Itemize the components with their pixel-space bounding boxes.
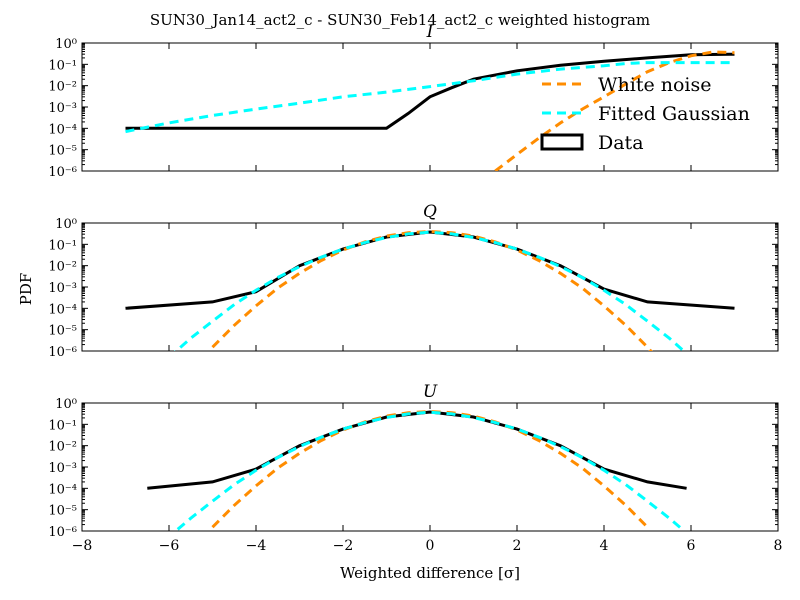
y-tick-label: 10⁻⁵ xyxy=(48,144,77,159)
y-tick-label: 10⁻⁶ xyxy=(48,525,77,540)
legend-item-fitted-gaussian: Fitted Gaussian xyxy=(542,103,750,125)
figure-title: SUN30_Jan14_act2_c - SUN30_Feb14_act2_c … xyxy=(150,11,650,29)
y-tick-label: 10⁻⁵ xyxy=(48,324,77,339)
y-tick-label: 10⁻⁴ xyxy=(48,482,77,497)
series-fitted-gaussian xyxy=(176,410,684,531)
legend-label: Fitted Gaussian xyxy=(598,103,750,125)
subplot-title: U xyxy=(423,382,438,402)
series-data xyxy=(125,230,735,310)
y-tick-label: 10⁻⁶ xyxy=(48,165,77,180)
legend: White noise Fitted Gaussian Data xyxy=(540,74,750,154)
x-axis-label: Weighted difference [σ] xyxy=(340,564,520,582)
y-tick-label: 10⁻² xyxy=(48,260,77,275)
y-tick-label: 10⁰ xyxy=(55,397,77,412)
subplot-q: Q 10⁻⁶ 10⁻⁵ 10⁻⁴ 10⁻³ 10⁻² 10⁻¹ 10⁰ xyxy=(48,202,779,360)
legend-item-data: Data xyxy=(540,132,644,154)
legend-label: White noise xyxy=(598,74,712,96)
plot-frame xyxy=(81,402,779,532)
x-tick-label: 2 xyxy=(513,538,522,554)
series-data xyxy=(147,410,687,490)
legend-label: Data xyxy=(598,132,644,154)
series-fitted-gaussian xyxy=(173,230,687,351)
x-tick-label: 6 xyxy=(687,538,696,554)
y-tick-label: 10⁻³ xyxy=(48,281,77,296)
series-data xyxy=(125,52,735,130)
legend-swatch xyxy=(540,133,584,151)
plot-frame xyxy=(81,222,779,352)
x-tick-label: 8 xyxy=(774,538,783,554)
legend-item-white-noise: White noise xyxy=(542,74,712,96)
x-tick-label: 4 xyxy=(600,538,609,554)
y-tick-label: 10⁰ xyxy=(55,37,77,52)
y-tick-label: 10⁻³ xyxy=(48,101,77,116)
y-tick-label: 10⁻⁴ xyxy=(48,302,77,317)
y-tick-label: 10⁻⁴ xyxy=(48,122,77,137)
subplots: I 10⁻⁶ 10⁻⁵ 10⁻⁴ 10⁻³ 10⁻² 10⁻¹ 10⁰ Q 10⁻⁶ 10⁻⁵ 10⁻… xyxy=(48,22,782,554)
y-tick-label: 10⁰ xyxy=(55,217,77,232)
y-tick-label: 10⁻¹ xyxy=(48,58,77,73)
y-axis-label: PDF xyxy=(17,273,35,306)
y-tick-label: 10⁻³ xyxy=(48,461,77,476)
series-fitted-gaussian xyxy=(125,61,735,134)
subplot-i: I 10⁻⁶ 10⁻⁵ 10⁻⁴ 10⁻³ 10⁻² 10⁻¹ 10⁰ xyxy=(48,22,779,180)
y-tick-label: 10⁻⁵ xyxy=(48,504,77,519)
series-white-noise xyxy=(211,409,649,529)
x-tick-label: −4 xyxy=(246,538,267,554)
x-tick-label: −2 xyxy=(333,538,354,554)
y-tick-label: 10⁻² xyxy=(48,80,77,95)
subplot-title: I xyxy=(426,22,434,42)
y-tick-label: 10⁻² xyxy=(48,440,77,455)
subplot-title: Q xyxy=(423,202,437,222)
y-tick-label: 10⁻¹ xyxy=(48,418,77,433)
subplot-u: U 10⁻⁶ 10⁻⁵ 10⁻⁴ 10⁻³ 10⁻² 10⁻¹ 10⁰ −8 −6 −4 −2 0 2 4 6… xyxy=(48,382,782,554)
y-tick-label: 10⁻¹ xyxy=(48,238,77,253)
x-tick-label: −8 xyxy=(72,538,93,554)
y-tick-label: 10⁻⁶ xyxy=(48,345,77,360)
x-tick-label: −6 xyxy=(159,538,180,554)
series-white-noise xyxy=(494,50,735,171)
x-tick-label: 0 xyxy=(426,538,435,554)
